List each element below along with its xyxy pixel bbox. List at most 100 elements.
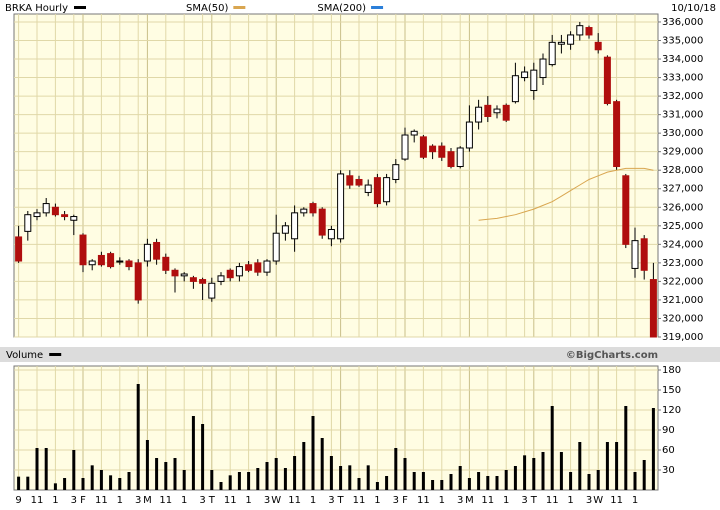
x-tick-label: F bbox=[80, 495, 86, 506]
legend-label: SMA(50) bbox=[186, 3, 228, 14]
y-tick-label: 60 bbox=[662, 445, 675, 456]
candle-body bbox=[327, 229, 335, 240]
volume-bar bbox=[375, 482, 379, 490]
y-tick-label: 331,000 bbox=[662, 110, 703, 121]
volume-panel bbox=[13, 365, 659, 491]
volume-bar bbox=[63, 478, 67, 490]
candle-body bbox=[511, 75, 519, 103]
candle-body bbox=[484, 104, 492, 117]
y-tick-label: 325,000 bbox=[662, 221, 703, 232]
x-tick-label: 1 bbox=[374, 495, 380, 506]
volume-bar bbox=[403, 458, 407, 490]
volume-bar bbox=[127, 472, 131, 490]
sma-line bbox=[478, 167, 654, 221]
volume-bar bbox=[182, 470, 186, 490]
y-tick-label: 323,000 bbox=[662, 258, 703, 269]
volume-bar bbox=[366, 465, 370, 490]
volume-bar bbox=[219, 482, 223, 490]
volume-bar bbox=[394, 448, 398, 490]
candle-body bbox=[585, 27, 593, 36]
candle-body bbox=[245, 264, 253, 271]
legend-label: SMA(200) bbox=[317, 3, 366, 14]
x-tick-label: 3 bbox=[393, 495, 399, 506]
x-tick-label: 1 bbox=[181, 495, 187, 506]
candle-body bbox=[530, 69, 538, 92]
volume-bar bbox=[449, 474, 453, 490]
candle-body bbox=[613, 101, 621, 168]
legend-swatch bbox=[74, 6, 86, 9]
y-tick-label: 322,000 bbox=[662, 276, 703, 287]
y-tick-label: 326,000 bbox=[662, 202, 703, 213]
y-tick-label: 329,000 bbox=[662, 147, 703, 158]
volume-bar bbox=[26, 476, 30, 490]
y-tick-label: 328,000 bbox=[662, 165, 703, 176]
volume-bar bbox=[642, 460, 646, 490]
volume-bar bbox=[412, 472, 416, 490]
volume-bar bbox=[339, 466, 343, 490]
x-tick-label: 1 bbox=[632, 495, 638, 506]
candle-body bbox=[438, 145, 446, 158]
volume-bar bbox=[35, 448, 39, 490]
volume-bar bbox=[90, 465, 94, 490]
candle-body bbox=[24, 214, 32, 232]
volume-bar bbox=[569, 472, 573, 490]
volume-bar bbox=[578, 442, 582, 490]
candle-body bbox=[475, 106, 483, 123]
volume-bar bbox=[53, 483, 57, 490]
candle-body bbox=[309, 203, 317, 214]
y-tick-label: 333,000 bbox=[662, 73, 703, 84]
y-tick-label: 332,000 bbox=[662, 91, 703, 102]
credit: ©BigCharts.com bbox=[566, 350, 658, 361]
volume-bar bbox=[615, 442, 619, 490]
candle-body bbox=[208, 282, 216, 299]
candle-body bbox=[272, 232, 280, 262]
candle-body bbox=[318, 208, 326, 236]
volume-bar bbox=[624, 406, 628, 490]
candle-body bbox=[180, 273, 188, 277]
candle-body bbox=[493, 108, 501, 114]
candle-body bbox=[373, 177, 381, 205]
candle-body bbox=[88, 260, 96, 266]
candle-body bbox=[429, 145, 437, 153]
volume-bar bbox=[559, 452, 563, 490]
volume-bar bbox=[164, 462, 168, 490]
candle-body bbox=[557, 41, 565, 45]
volume-bar bbox=[458, 466, 462, 490]
volume-bar bbox=[81, 478, 85, 490]
y-tick-label: 330,000 bbox=[662, 128, 703, 139]
volume-bar bbox=[72, 450, 76, 490]
x-tick-label: 3 bbox=[199, 495, 205, 506]
y-tick-label: 30 bbox=[662, 465, 675, 476]
candle-body bbox=[226, 269, 234, 279]
x-tick-label: 1 bbox=[439, 495, 445, 506]
legend-swatch bbox=[49, 353, 62, 356]
x-tick-label: 11 bbox=[353, 495, 366, 506]
x-tick-label: 11 bbox=[417, 495, 430, 506]
candle-body bbox=[410, 130, 418, 136]
candle-body bbox=[171, 269, 179, 277]
candle-body bbox=[61, 214, 69, 218]
x-tick-label: 11 bbox=[224, 495, 237, 506]
volume-bar bbox=[136, 384, 140, 490]
volume-bar bbox=[17, 476, 21, 490]
candle-body bbox=[603, 56, 611, 105]
x-tick-label: 3 bbox=[71, 495, 77, 506]
candle-body bbox=[567, 34, 575, 45]
volume-title: Volume bbox=[6, 350, 43, 361]
candle-body bbox=[548, 41, 556, 66]
x-tick-label: 1 bbox=[310, 495, 316, 506]
volume-bar bbox=[274, 458, 278, 490]
y-tick-label: 120 bbox=[662, 405, 681, 416]
volume-bar bbox=[421, 472, 425, 490]
candle-body bbox=[539, 58, 547, 79]
price-panel bbox=[13, 13, 659, 338]
y-tick-label: 320,000 bbox=[662, 313, 703, 324]
x-tick-label: 11 bbox=[159, 495, 172, 506]
candle-body bbox=[15, 236, 23, 262]
volume-bar bbox=[302, 442, 306, 490]
volume-bar bbox=[605, 442, 609, 490]
x-tick-label: 1 bbox=[567, 495, 573, 506]
y-tick-label: 150 bbox=[662, 385, 681, 396]
y-tick-label: 336,000 bbox=[662, 17, 703, 28]
volume-bar bbox=[228, 475, 232, 490]
